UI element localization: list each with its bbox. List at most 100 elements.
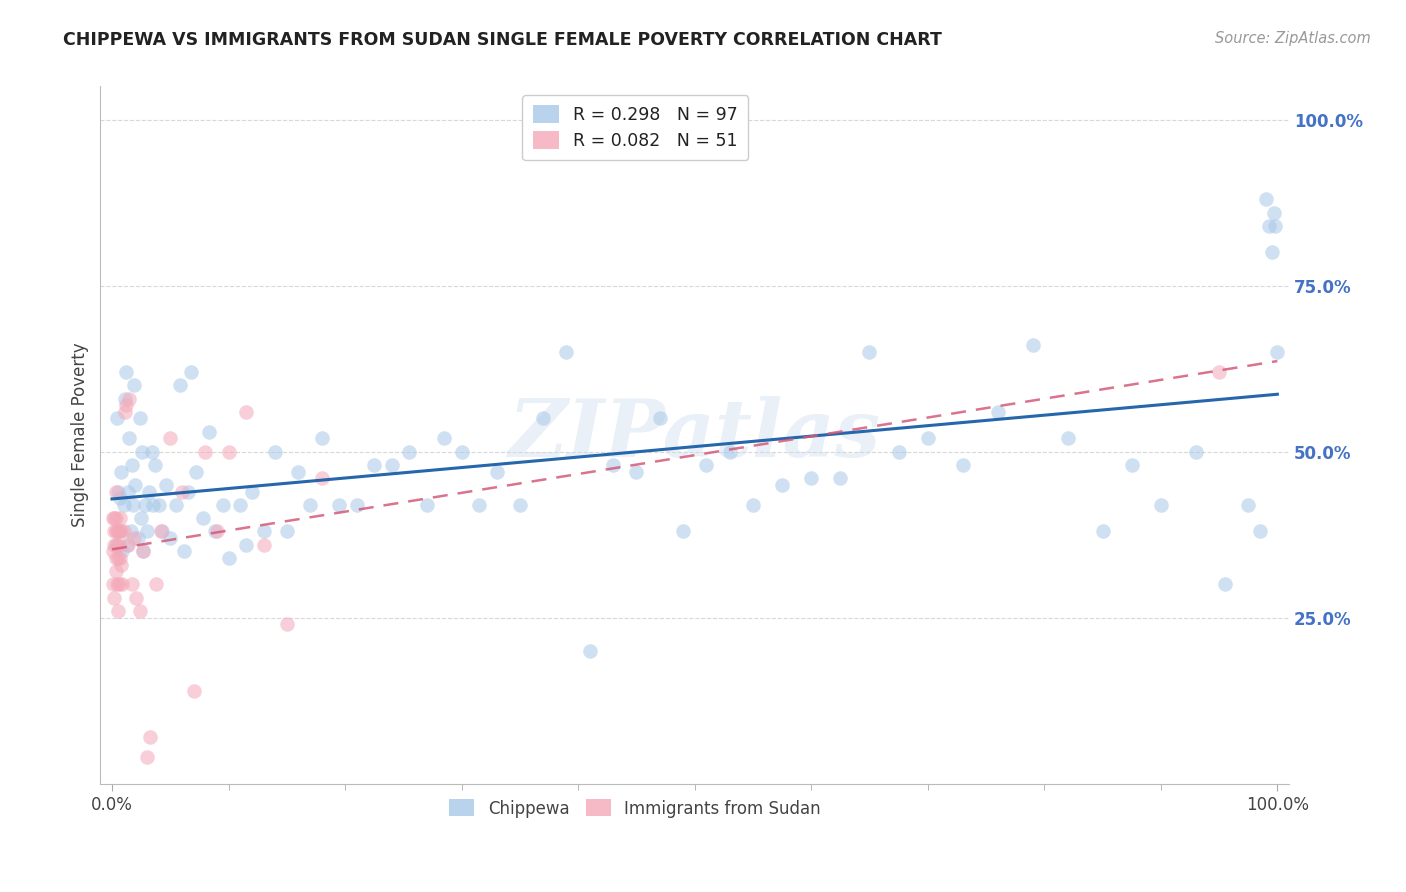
Point: [252, 538, 274, 552]
Point: [555, 345, 578, 359]
Point: [415, 498, 437, 512]
Point: [112, 524, 135, 539]
Point: [111, 577, 134, 591]
Point: [108, 491, 131, 505]
Point: [468, 498, 491, 512]
Point: [346, 498, 368, 512]
Point: [108, 524, 131, 539]
Point: [695, 458, 717, 472]
Point: [1213, 577, 1236, 591]
Point: [830, 471, 852, 485]
Point: [103, 511, 125, 525]
Point: [117, 484, 139, 499]
Point: [328, 498, 350, 512]
Point: [205, 524, 228, 539]
Point: [103, 538, 125, 552]
Point: [252, 524, 274, 539]
Point: [311, 471, 333, 485]
Point: [104, 524, 127, 539]
Point: [858, 345, 880, 359]
Point: [129, 604, 152, 618]
Point: [218, 444, 240, 458]
Point: [105, 577, 128, 591]
Point: [141, 444, 163, 458]
Point: [1264, 219, 1286, 233]
Point: [104, 538, 127, 552]
Point: [299, 498, 322, 512]
Point: [125, 591, 148, 605]
Text: Source: ZipAtlas.com: Source: ZipAtlas.com: [1215, 31, 1371, 46]
Point: [1121, 458, 1143, 472]
Point: [132, 544, 155, 558]
Point: [101, 544, 124, 558]
Point: [107, 604, 129, 618]
Point: [1021, 338, 1043, 352]
Point: [235, 405, 257, 419]
Point: [108, 511, 131, 525]
Point: [142, 498, 165, 512]
Point: [115, 365, 138, 379]
Point: [129, 411, 152, 425]
Point: [363, 458, 385, 472]
Point: [1056, 431, 1078, 445]
Point: [104, 484, 127, 499]
Point: [770, 478, 793, 492]
Y-axis label: Single Female Poverty: Single Female Poverty: [72, 343, 89, 527]
Point: [103, 591, 125, 605]
Point: [177, 484, 200, 499]
Point: [114, 405, 136, 419]
Point: [129, 511, 152, 525]
Point: [191, 511, 214, 525]
Point: [311, 431, 333, 445]
Point: [170, 484, 193, 499]
Point: [264, 444, 287, 458]
Point: [450, 444, 472, 458]
Point: [159, 531, 181, 545]
Point: [672, 524, 695, 539]
Point: [1208, 365, 1230, 379]
Point: [105, 538, 128, 552]
Point: [602, 458, 624, 472]
Point: [159, 431, 181, 445]
Point: [134, 498, 156, 512]
Point: [103, 524, 125, 539]
Point: [229, 498, 252, 512]
Point: [118, 431, 141, 445]
Point: [218, 550, 240, 565]
Point: [139, 731, 162, 745]
Point: [1150, 498, 1173, 512]
Point: [742, 498, 765, 512]
Point: [104, 511, 127, 525]
Point: [107, 484, 129, 499]
Point: [887, 444, 910, 458]
Point: [578, 644, 600, 658]
Point: [240, 484, 263, 499]
Point: [173, 544, 195, 558]
Point: [1184, 444, 1206, 458]
Point: [626, 465, 648, 479]
Point: [276, 617, 298, 632]
Point: [115, 398, 138, 412]
Text: ZIPatlas: ZIPatlas: [509, 396, 880, 474]
Point: [1260, 245, 1282, 260]
Point: [107, 550, 129, 565]
Point: [718, 444, 741, 458]
Point: [120, 524, 142, 539]
Point: [155, 478, 177, 492]
Point: [112, 498, 135, 512]
Point: [101, 577, 124, 591]
Point: [184, 465, 207, 479]
Point: [952, 458, 974, 472]
Point: [110, 558, 132, 572]
Point: [115, 538, 138, 552]
Point: [111, 544, 134, 558]
Point: [132, 544, 155, 558]
Point: [276, 524, 298, 539]
Point: [180, 365, 202, 379]
Point: [104, 564, 127, 578]
Point: [108, 538, 131, 552]
Point: [1254, 192, 1277, 206]
Point: [122, 531, 145, 545]
Point: [136, 524, 159, 539]
Point: [1091, 524, 1114, 539]
